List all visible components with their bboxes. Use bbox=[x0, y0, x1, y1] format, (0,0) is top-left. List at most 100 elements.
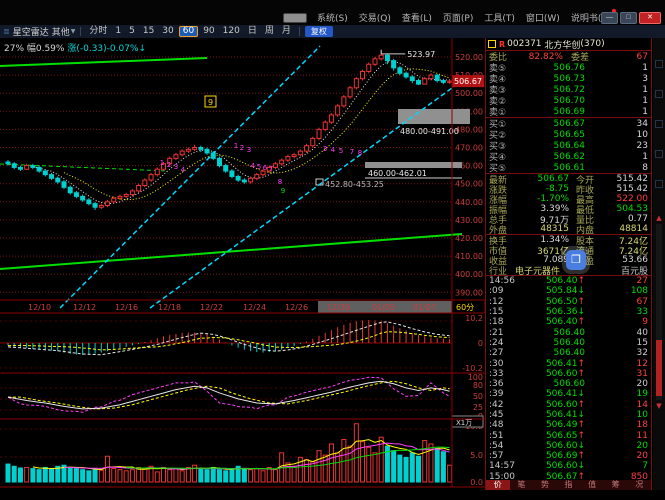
tick-row[interactable]: :51 506.65↑ 11 bbox=[486, 430, 651, 441]
tick-row[interactable]: :42 506.60↑ 14 bbox=[486, 400, 651, 410]
period-button-周[interactable]: 周 bbox=[264, 26, 274, 36]
panel-tab-值[interactable]: 值 bbox=[588, 480, 597, 489]
date-axis-label: 12/26 bbox=[285, 303, 308, 312]
period-button-日[interactable]: 日 bbox=[247, 26, 257, 36]
tick-row[interactable]: :54 506.60↓ 20 bbox=[486, 441, 651, 451]
bid-row[interactable]: 买③ 506.64 23 bbox=[486, 140, 651, 153]
menu-item-交易(Q)[interactable]: 交易(Q) bbox=[358, 14, 391, 24]
candlestick-chart[interactable]: 520.00510.00500.00490.00480.00470.00460.… bbox=[0, 38, 485, 500]
tick-row[interactable]: :39 506.41↓ 19 bbox=[486, 389, 651, 399]
tick-row[interactable]: :30 506.41↑ 12 bbox=[486, 358, 651, 369]
stat-row[interactable]: 最新 506.67 今开 515.42 bbox=[486, 174, 651, 186]
ask-row[interactable]: 卖④ 506.73 3 bbox=[486, 73, 651, 86]
floating-tool-icon[interactable]: ❐ bbox=[566, 250, 586, 270]
panel-tab-况[interactable]: 况 bbox=[635, 480, 644, 489]
panel-tab-指[interactable]: 指 bbox=[564, 480, 573, 489]
bid-row[interactable]: 买⑤ 506.61 8 bbox=[486, 162, 651, 175]
tick-row[interactable]: 14:56 506.40↑ 27 bbox=[486, 276, 651, 286]
ask-row[interactable]: 卖⑤ 506.76 1 bbox=[486, 62, 651, 75]
ask-row[interactable]: 卖① 506.69 1 bbox=[486, 106, 651, 119]
notification-dot bbox=[611, 9, 616, 13]
maximize-button[interactable]: □ bbox=[620, 12, 637, 24]
sequence-marker: 7 bbox=[350, 148, 354, 156]
stat-value: 53.66 bbox=[622, 255, 648, 265]
stat-row[interactable]: 总手 9.71万 量比 0.77 bbox=[486, 214, 651, 226]
menu-item-窗口(W)[interactable]: 窗口(W) bbox=[525, 14, 560, 24]
fuquan-button[interactable]: 复权 bbox=[304, 26, 333, 37]
period-button-月[interactable]: 月 bbox=[281, 26, 291, 36]
stat-row[interactable]: 换手 1.34% 股本 7.24亿 bbox=[486, 235, 651, 247]
sidebar-mini-icon[interactable] bbox=[655, 150, 663, 158]
tick-scrollbar[interactable] bbox=[656, 224, 662, 400]
volume-bar bbox=[322, 454, 328, 483]
close-button[interactable]: ✕ bbox=[639, 12, 661, 24]
volume-bar bbox=[105, 455, 111, 483]
candlestick bbox=[92, 203, 98, 208]
stock-name[interactable]: 北方华创 bbox=[544, 40, 581, 51]
volume-bar bbox=[98, 469, 104, 483]
sidebar-mini-icon[interactable] bbox=[655, 60, 663, 68]
bid-row[interactable]: 买① 506.67 34 bbox=[486, 118, 651, 131]
panel-corner-icon[interactable] bbox=[488, 40, 496, 48]
period-button-5[interactable]: 5 bbox=[129, 26, 135, 36]
candlestick bbox=[61, 181, 67, 188]
scroll-up-icon[interactable]: ▲ bbox=[656, 214, 662, 222]
menu-item-说明书(H)[interactable]: 说明书(H) bbox=[566, 9, 617, 25]
ask-row[interactable]: 卖③ 506.72 1 bbox=[486, 84, 651, 97]
period-button-15[interactable]: 15 bbox=[142, 26, 155, 36]
menu-item-工具(T)[interactable]: 工具(T) bbox=[484, 14, 515, 24]
stat-value: 48315 bbox=[540, 224, 569, 234]
industry-row[interactable]: 行业 电子元器件 百元股 bbox=[486, 265, 651, 277]
other-dropdown[interactable]: 其他 ▼ bbox=[52, 25, 76, 38]
period-button-60[interactable]: 60 bbox=[178, 26, 199, 37]
tick-row[interactable]: :24 506.40 15 bbox=[486, 338, 651, 348]
volume-axis-label: 5.0 bbox=[470, 451, 483, 460]
tick-row[interactable]: :57 506.69↑ 20 bbox=[486, 451, 651, 461]
tick-volume: 12 bbox=[636, 358, 648, 369]
candlestick bbox=[105, 201, 111, 206]
tick-row[interactable]: 15:00 506.67↑ 850 bbox=[486, 472, 651, 482]
panel-tab-笔[interactable]: 笔 bbox=[517, 480, 526, 489]
tick-row[interactable]: :12 506.50↑ 67 bbox=[486, 297, 651, 307]
panel-tab-价[interactable]: 价 bbox=[486, 480, 510, 490]
menu-item-页面(P)[interactable]: 页面(P) bbox=[442, 14, 474, 24]
menu-item-系统(S)[interactable]: 系统(S) bbox=[317, 14, 348, 24]
period-button-90[interactable]: 90 bbox=[203, 26, 215, 36]
panel-tab-势[interactable]: 势 bbox=[540, 480, 549, 489]
panel-tab-筹[interactable]: 筹 bbox=[611, 480, 620, 489]
scrollbar-thumb[interactable] bbox=[656, 340, 662, 396]
period-button-分时[interactable]: 分时 bbox=[89, 26, 108, 36]
minimize-button[interactable]: — bbox=[601, 12, 618, 24]
app-logo-badge[interactable] bbox=[283, 13, 307, 23]
tick-row[interactable]: :45 506.41↓ 10 bbox=[486, 410, 651, 420]
volume-bar bbox=[391, 450, 397, 483]
tick-row[interactable]: :33 506.60↑ 31 bbox=[486, 369, 651, 379]
tick-row[interactable]: :27 506.40 32 bbox=[486, 348, 651, 358]
sidebar-mini-icon[interactable] bbox=[655, 90, 663, 98]
ask-row[interactable]: 卖② 506.70 1 bbox=[486, 95, 651, 108]
tick-row[interactable]: :18 506.40↑ 9 bbox=[486, 317, 651, 327]
menu-item-查看(L)[interactable]: 查看(L) bbox=[401, 14, 432, 24]
scroll-down-icon[interactable]: ▼ bbox=[656, 402, 662, 410]
stat-row[interactable]: 外盘 48315 内盘 48814 bbox=[486, 224, 651, 236]
tick-row[interactable]: :09 505.84↓ 108 bbox=[486, 286, 651, 296]
stock-code[interactable]: 002371 bbox=[507, 39, 542, 49]
tick-row[interactable]: :21 506.40 40 bbox=[486, 327, 651, 338]
bid-row[interactable]: 买② 506.65 10 bbox=[486, 129, 651, 142]
tick-row[interactable]: 14:57 506.60↓ 7 bbox=[486, 461, 651, 471]
tick-time: :39 bbox=[489, 389, 504, 400]
tick-row[interactable]: :15 506.36↓ 33 bbox=[486, 307, 651, 317]
period-button-30[interactable]: 30 bbox=[162, 26, 174, 36]
period-button-1[interactable]: 1 bbox=[115, 26, 122, 36]
tick-row[interactable]: :36 506.60 20 bbox=[486, 379, 651, 389]
stat-row[interactable]: 涨幅 -1.70% 最高 522.00 bbox=[486, 194, 651, 206]
tick-row[interactable]: :48 506.49↑ 18 bbox=[486, 420, 651, 430]
sidebar-mini-icon[interactable] bbox=[655, 120, 663, 128]
bid-row[interactable]: 买④ 506.62 1 bbox=[486, 151, 651, 164]
tick-time: :09 bbox=[489, 286, 504, 297]
stat-row[interactable]: 振幅 3.39% 最低 504.53 bbox=[486, 204, 651, 216]
stat-row[interactable]: 涨跌 -8.75 昨收 515.42 bbox=[486, 184, 651, 196]
sidebar-mini-icon[interactable] bbox=[655, 180, 663, 188]
weibi-row[interactable]: 委比 82.82% 委差 67 bbox=[486, 51, 651, 64]
period-button-120[interactable]: 120 bbox=[222, 26, 240, 36]
